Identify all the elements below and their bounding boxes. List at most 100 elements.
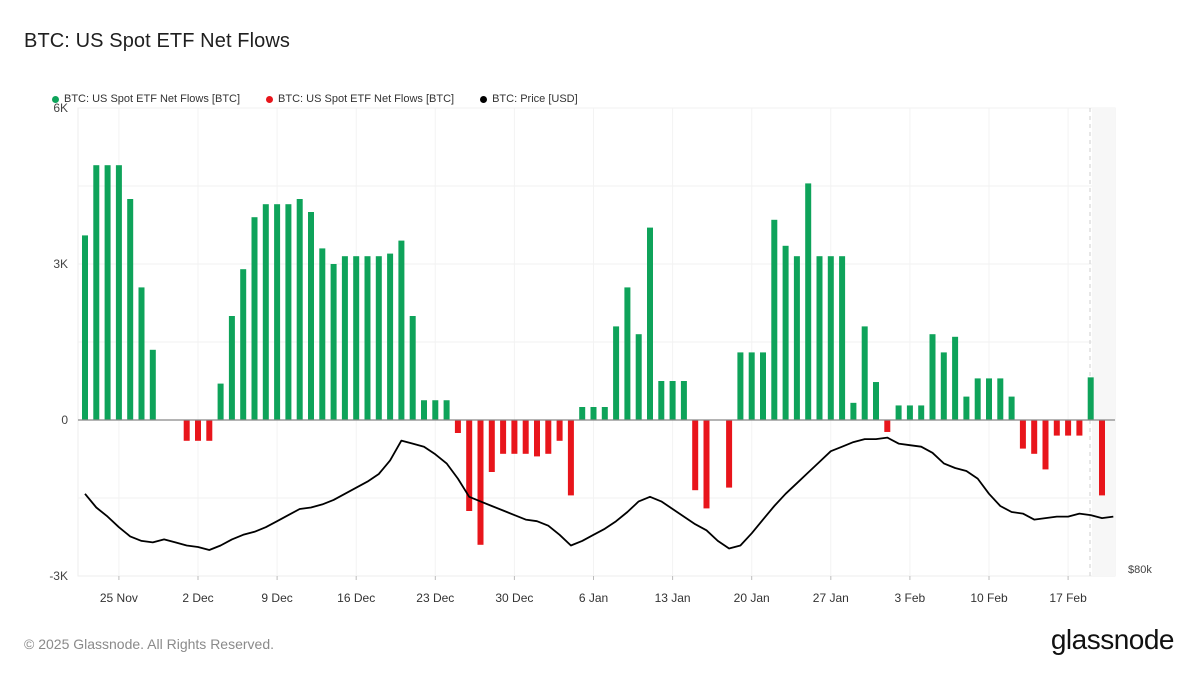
x-tick-label: 9 Dec [261,591,292,605]
inflow-bar [816,256,823,420]
outflow-bar [511,420,518,454]
outflow-bar [692,420,699,491]
inflow-bar [364,256,371,420]
inflow-bar [647,227,653,420]
inflow-bar [319,248,326,420]
inflow-bar [827,256,834,420]
outflow-bar [545,420,552,454]
inflow-bar [421,400,427,420]
x-tick-label: 13 Jan [655,591,691,605]
inflow-bar [748,352,755,420]
outflow-bar [567,420,574,496]
legend-swatch-black [480,95,488,103]
inflow-bar [217,383,224,420]
inflow-bar [624,287,631,420]
inflow-bar [805,183,812,420]
legend-item-inflows[interactable]: BTC: US Spot ETF Net Flows [BTC] [52,93,240,105]
x-tick-label: 16 Dec [337,591,375,605]
inflow-bar [353,256,360,420]
inflow-bar [601,407,608,420]
inflow-bar [771,219,778,420]
inflow-bar [127,199,134,420]
price-line [84,436,1114,551]
inflow-bar [104,165,111,420]
y-right-tick-label: $80k [1128,564,1152,576]
inflow-bar [93,165,100,420]
inflow-bar [240,269,247,420]
inflow-bar [918,405,925,420]
outflow-bar [726,420,733,488]
outflow-bar [522,420,529,454]
x-tick-label: 6 Jan [579,591,608,605]
inflow-bar [262,204,269,420]
inflow-bar [308,212,314,420]
outflow-bar [1065,420,1072,436]
x-tick-label: 23 Dec [416,591,454,605]
inflow-bar [228,316,235,420]
legend-swatch-red [266,95,274,103]
outflow-bar [1019,420,1026,449]
inflow-bar [330,264,337,420]
inflow-bar [861,326,868,420]
glassnode-logo: glassnode [1050,624,1175,655]
legend-label-price: BTC: Price [USD] [492,93,578,105]
inflow-bar [963,396,970,420]
inflow-bar [82,235,88,420]
outflow-bar [500,420,507,454]
legend-swatch-green [52,95,59,103]
inflow-bar [680,381,687,420]
inflow-bar [895,405,902,420]
inflow-bar [737,352,744,420]
current-period-band [1092,108,1115,576]
inflow-bar [579,407,586,420]
x-tick-label: 3 Feb [895,591,926,605]
inflow-bar [387,253,394,420]
outflow-bar [534,420,540,457]
legend-item-outflows[interactable]: BTC: US Spot ETF Net Flows [BTC] [266,93,454,105]
inflow-bar [375,256,382,420]
outflow-bar [1042,420,1049,470]
chart-legend: BTC: US Spot ETF Net Flows [BTC] BTC: US… [52,93,578,105]
copyright-text: © 2025 Glassnode. All Rights Reserved. [24,636,275,652]
x-tick-label: 20 Jan [734,591,770,605]
inflow-bar [760,352,766,420]
inflow-bar [590,407,597,420]
x-tick-label: 17 Feb [1049,591,1087,605]
inflow-bar [929,334,936,420]
outflow-bar [454,420,461,433]
y-tick-label: 3K [53,257,68,271]
x-tick-label: 10 Feb [970,591,1008,605]
outflow-bar [703,420,710,509]
inflow-bar [149,349,156,420]
inflow-bar [974,378,981,420]
inflow-bar [986,378,992,420]
outflow-bar [488,420,495,472]
inflow-bar [997,378,1004,420]
inflow-bar [398,240,405,420]
inflow-bar [341,256,348,420]
x-tick-label: 30 Dec [495,591,533,605]
outflow-bar [1099,420,1105,496]
y-tick-label: -3K [49,569,68,583]
inflow-bar [850,402,857,420]
inflow-bar [906,405,913,420]
inflow-bar [613,326,620,420]
outflow-bar [477,420,484,545]
outflow-bar [556,420,563,441]
x-tick-label: 25 Nov [100,591,138,605]
x-tick-label: 27 Jan [813,591,849,605]
legend-label-inflows: BTC: US Spot ETF Net Flows [BTC] [64,93,241,105]
outflow-bar [206,420,213,441]
inflow-bar [952,336,959,420]
legend-label-outflows: BTC: US Spot ETF Net Flows [BTC] [278,93,455,105]
inflow-bar [782,245,789,420]
inflow-bar [1008,396,1015,420]
outflow-bar [884,420,891,432]
inflow-bar [443,400,450,420]
x-tick-label: 2 Dec [182,591,213,605]
y-tick-label: 0 [61,413,68,427]
inflow-bar [409,316,416,420]
legend-item-price[interactable]: BTC: Price [USD] [480,93,578,105]
inflow-bar [658,381,665,420]
